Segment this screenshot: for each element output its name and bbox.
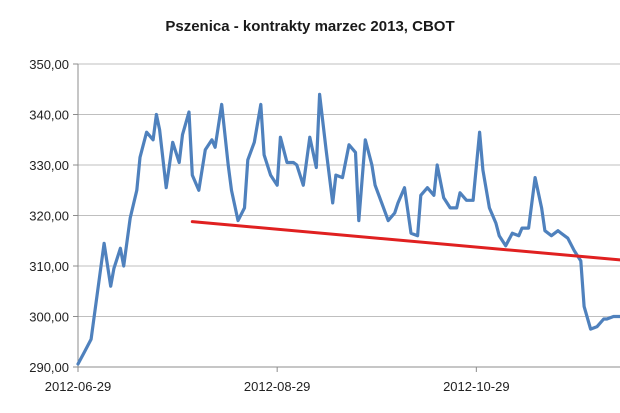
y-tick-label: 330,00 (29, 158, 69, 173)
y-tick-label: 310,00 (29, 259, 69, 274)
y-tick-label: 340,00 (29, 108, 69, 123)
x-tick-label: 2012-06-29 (45, 379, 112, 394)
y-tick-label: 320,00 (29, 209, 69, 224)
y-tick-label: 350,00 (29, 57, 69, 72)
trend-line (190, 220, 620, 262)
y-tick-label: 290,00 (29, 360, 69, 375)
y-tick-label: 300,00 (29, 310, 69, 325)
y-tick-labels: 290,00 300,00 310,00 320,00 330,00 340,00 350,… (29, 57, 69, 375)
chart-title: Pszenica - kontrakty marzec 2013, CBOT (165, 18, 454, 35)
price-series-line (76, 92, 620, 366)
x-tick-label: 2012-08-29 (244, 379, 311, 394)
x-tick-labels: 2012-06-29 2012-08-29 2012-10-29 (45, 379, 510, 394)
axes (73, 63, 620, 372)
series-lines (76, 92, 620, 366)
x-tick-label: 2012-10-29 (443, 379, 510, 394)
